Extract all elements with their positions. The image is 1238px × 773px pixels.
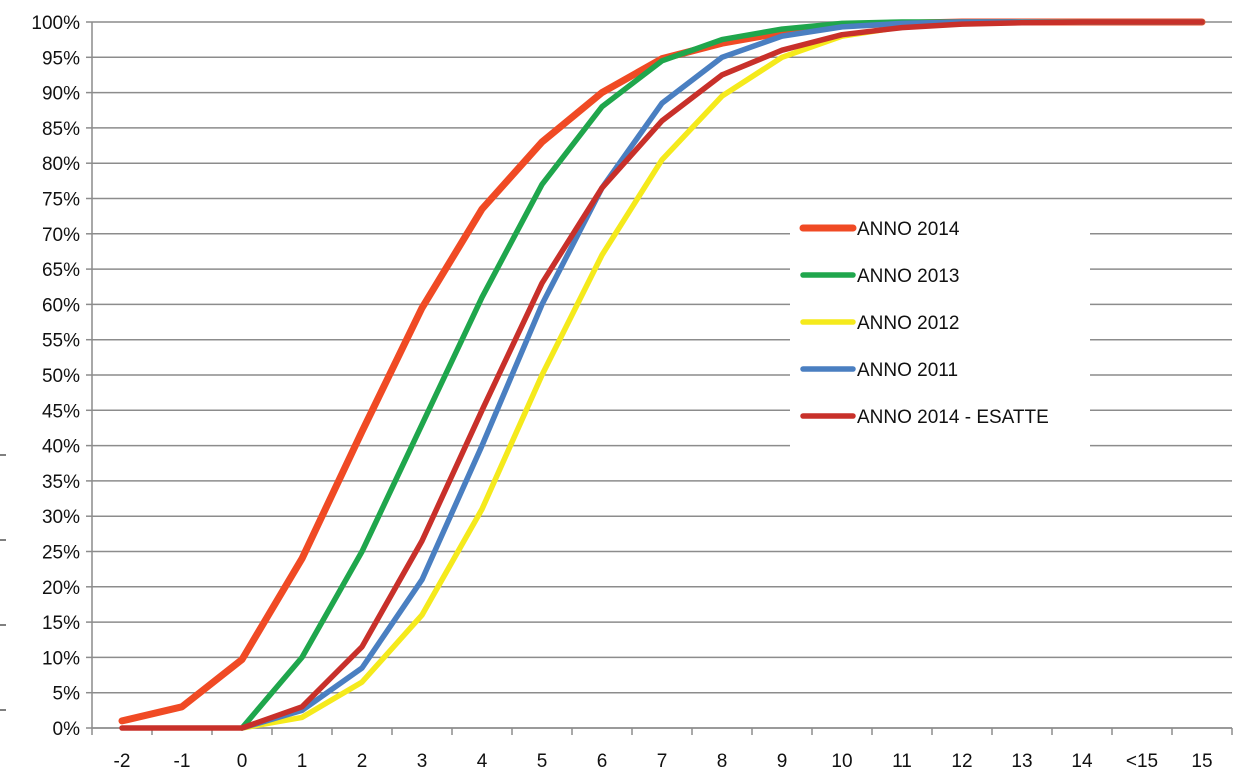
y-tick-label: 70%	[42, 225, 80, 246]
y-tick-label: 55%	[42, 331, 80, 352]
y-tick-label: 20%	[42, 578, 80, 599]
legend: ANNO 2014 ANNO 2013 ANNO 2012 ANNO 2011 ANNO…	[790, 205, 1090, 448]
y-tick-label: 30%	[42, 507, 80, 528]
x-tick-label: 10	[831, 751, 852, 772]
x-tick-label: 14	[1071, 751, 1093, 772]
y-tick-label: 45%	[42, 401, 80, 422]
legend-label: ANNO 2013	[857, 266, 959, 287]
x-tick-label: 8	[717, 751, 728, 772]
x-tick-label: 6	[597, 751, 608, 772]
x-tick-label: 2	[357, 751, 368, 772]
y-tick-label: 40%	[42, 437, 80, 458]
y-tick-label: 90%	[42, 84, 80, 105]
x-tick-label: 9	[777, 751, 788, 772]
legend-label: ANNO 2014	[857, 219, 960, 240]
x-tick-label: 3	[417, 751, 428, 772]
x-tick-label: 12	[951, 751, 972, 772]
y-tick-label: 75%	[42, 190, 80, 211]
x-tick-label: -2	[114, 751, 131, 772]
legend-label: ANNO 2012	[857, 313, 959, 334]
x-tick-label: 15	[1191, 751, 1212, 772]
x-axis-tick-labels: -2 -1 0 1 2 3 4 5 6 7 8 9 10 11 12 13 14 <15 15	[114, 751, 1213, 772]
x-tick-label: 11	[892, 751, 912, 772]
y-tick-label: 85%	[42, 119, 80, 140]
axes	[0, 21, 1233, 735]
y-tick-label: 5%	[53, 684, 81, 705]
y-tick-label: 80%	[42, 154, 80, 175]
x-tick-label: 0	[237, 751, 248, 772]
x-tick-label: 4	[477, 751, 488, 772]
x-tick-label: <15	[1126, 751, 1158, 772]
legend-background	[790, 205, 1090, 448]
series-lines	[118, 18, 1206, 731]
y-tick-label: 0%	[53, 719, 81, 740]
y-tick-label: 15%	[42, 613, 80, 634]
x-tick-label: 1	[297, 751, 308, 772]
y-tick-label: 10%	[42, 648, 80, 669]
y-tick-label: 60%	[42, 295, 80, 316]
y-tick-label: 100%	[31, 13, 80, 34]
legend-label: ANNO 2014 - ESATTE	[857, 407, 1049, 428]
x-tick-label: 13	[1011, 751, 1032, 772]
y-tick-label: 65%	[42, 260, 80, 281]
y-tick-label: 25%	[42, 543, 80, 564]
y-tick-label: 50%	[42, 366, 80, 387]
legend-label: ANNO 2011	[857, 360, 958, 381]
series-line-5	[119, 19, 1205, 731]
x-tick-label: -1	[174, 751, 191, 772]
x-tick-label: 5	[537, 751, 548, 772]
y-tick-label: 35%	[42, 472, 80, 493]
x-tick-label: 7	[657, 751, 668, 772]
y-tick-label: 95%	[42, 48, 80, 69]
y-axis-tick-labels: 0% 5% 10% 15% 20% 25% 30% 35% 40% 45% 50% 55% 60% 65%…	[31, 13, 80, 740]
